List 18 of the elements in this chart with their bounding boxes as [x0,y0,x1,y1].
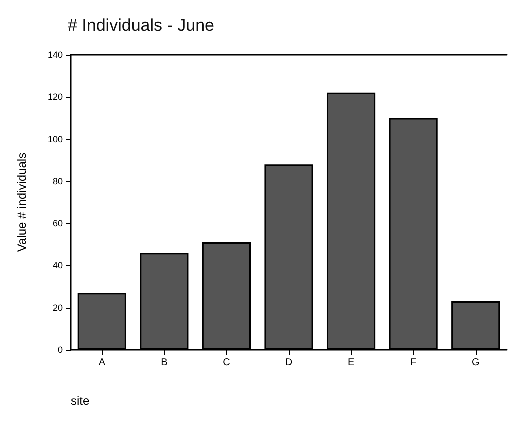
y-tick-label: 80 [52,176,63,186]
y-axis-title: Value # individuals [15,152,29,252]
y-tick-label: 140 [48,50,63,60]
y-tick-label: 0 [58,345,63,355]
y-tick-label: 100 [48,134,63,144]
x-tick-label: F [410,358,417,368]
x-tick-label: E [348,358,355,368]
x-axis-title: site [71,394,90,408]
x-tick-label: C [223,358,230,368]
x-tick-label: B [161,358,168,368]
y-tick-label: 60 [52,218,63,229]
y-tick-label: 20 [52,302,63,313]
x-tick-label: A [98,358,106,368]
chart-title: # Individuals - June [68,16,214,35]
y-tick-label: 120 [48,92,63,102]
y-tick-label: 40 [52,260,63,271]
x-tick-label: D [285,358,293,368]
x-tick-label: G [472,358,480,368]
